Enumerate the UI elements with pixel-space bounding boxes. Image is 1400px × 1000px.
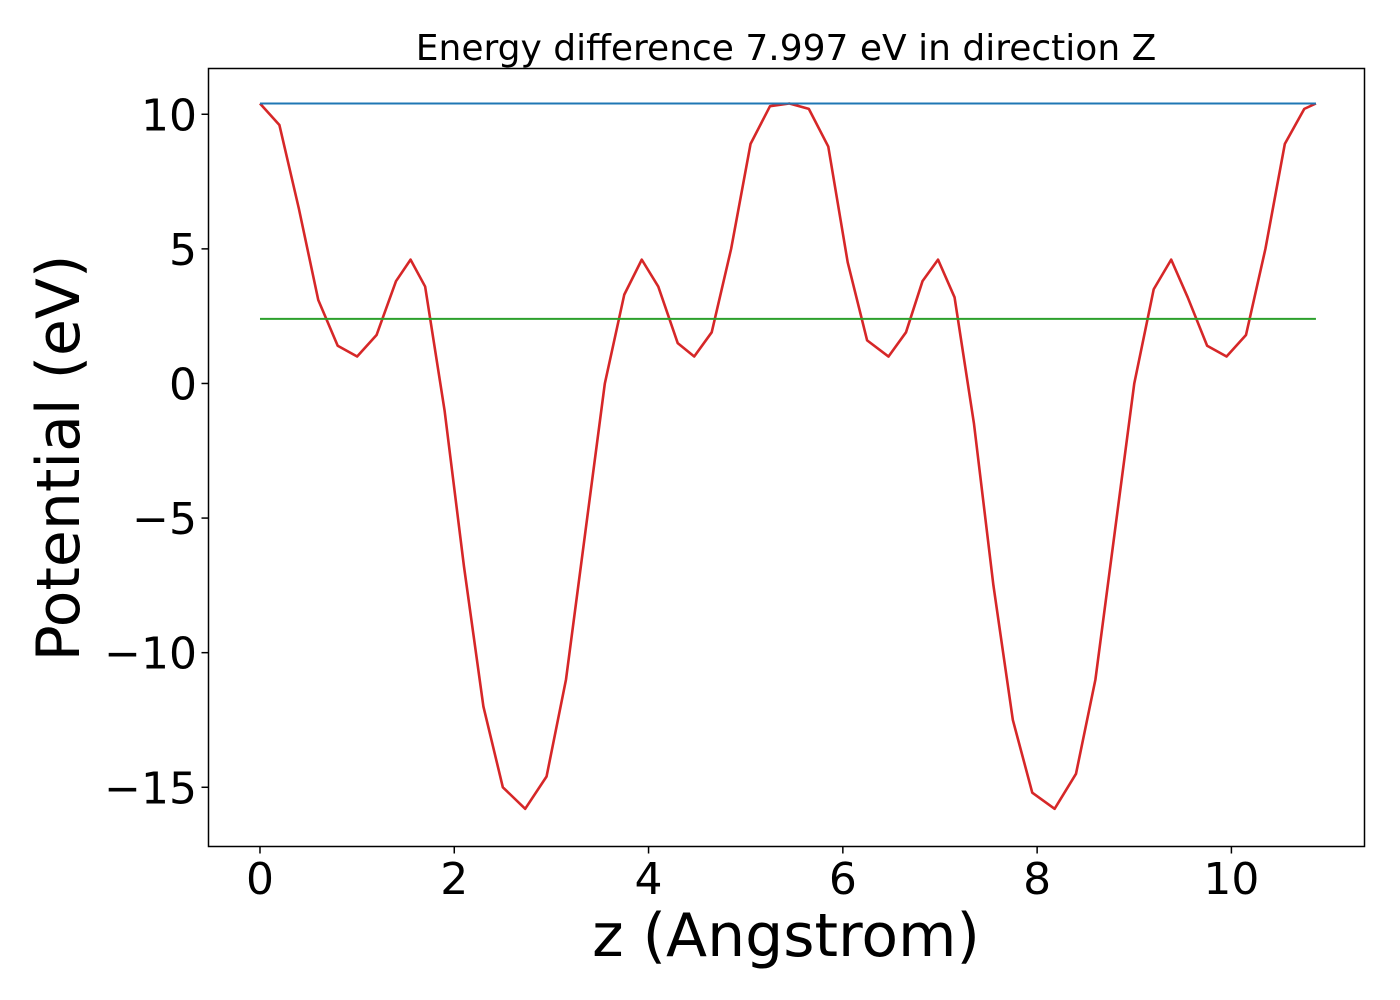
y-tick-label: 5 xyxy=(169,225,197,276)
y-tick-label: −5 xyxy=(132,494,197,545)
y-axis: −15 −10 −5 0 5 10 xyxy=(104,90,209,814)
y-tick-label: 0 xyxy=(169,359,197,410)
series-line-0 xyxy=(259,102,1317,811)
x-tick-label: 0 xyxy=(246,854,274,905)
y-tick-label: 10 xyxy=(141,90,197,141)
y-tick-label: −15 xyxy=(104,763,197,814)
x-tick-label: 6 xyxy=(829,854,857,905)
x-axis: 0 2 4 6 8 10 xyxy=(246,846,1259,905)
x-tick-label: 2 xyxy=(440,854,468,905)
plot-frame xyxy=(207,67,1366,848)
y-axis-label: Potential (eV) xyxy=(24,255,94,662)
x-tick-label: 8 xyxy=(1023,854,1051,905)
y-tick-label: −10 xyxy=(104,629,197,680)
chart-title: Energy difference 7.997 eV in direction … xyxy=(416,28,1157,69)
x-axis-label: z (Angstrom) xyxy=(592,901,980,971)
x-tick-label: 4 xyxy=(635,854,663,905)
plot-area xyxy=(259,102,1317,811)
x-tick-label: 10 xyxy=(1203,854,1259,905)
